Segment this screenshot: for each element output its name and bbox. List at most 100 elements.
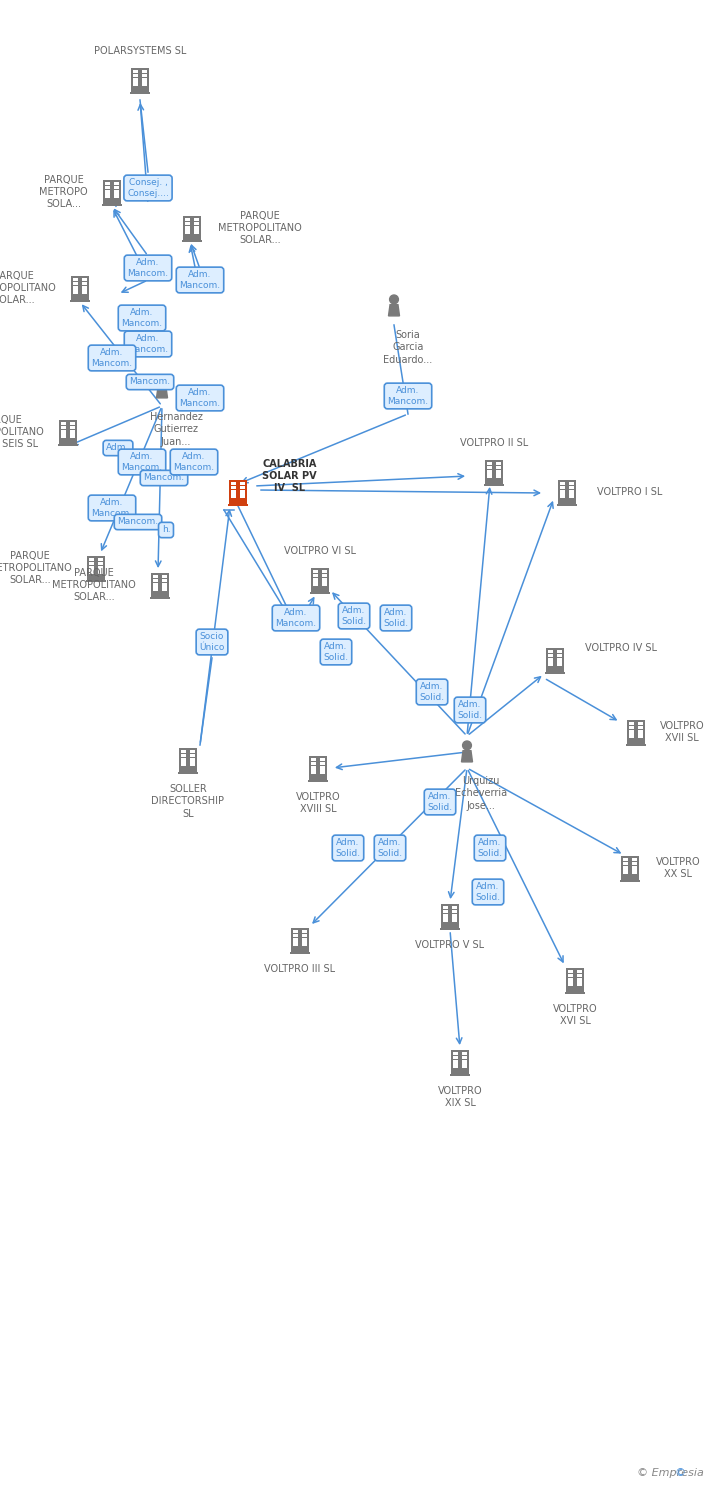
FancyBboxPatch shape	[313, 582, 318, 586]
FancyBboxPatch shape	[302, 938, 306, 942]
FancyBboxPatch shape	[181, 750, 186, 753]
FancyBboxPatch shape	[228, 504, 248, 506]
Text: Adm.
Solid.: Adm. Solid.	[341, 606, 367, 625]
FancyBboxPatch shape	[440, 927, 460, 930]
Text: Adm.
Solid.: Adm. Solid.	[478, 839, 502, 858]
FancyBboxPatch shape	[322, 570, 327, 573]
FancyBboxPatch shape	[569, 486, 574, 489]
FancyBboxPatch shape	[320, 762, 325, 765]
Text: Adm.
Solid.: Adm. Solid.	[419, 682, 445, 702]
FancyBboxPatch shape	[630, 735, 634, 738]
FancyBboxPatch shape	[569, 982, 573, 986]
FancyBboxPatch shape	[70, 430, 74, 433]
FancyBboxPatch shape	[186, 226, 190, 230]
FancyBboxPatch shape	[561, 482, 565, 484]
Text: VOLTPRO
XVII SL: VOLTPRO XVII SL	[660, 722, 705, 742]
FancyBboxPatch shape	[240, 495, 245, 498]
FancyBboxPatch shape	[558, 480, 576, 504]
FancyBboxPatch shape	[74, 278, 78, 280]
FancyBboxPatch shape	[454, 1056, 458, 1059]
Text: VOLTPRO I SL: VOLTPRO I SL	[597, 488, 662, 496]
FancyBboxPatch shape	[308, 780, 328, 782]
FancyBboxPatch shape	[106, 190, 110, 194]
FancyBboxPatch shape	[451, 1050, 469, 1074]
Text: Adm.
Solid.: Adm. Solid.	[384, 609, 408, 627]
FancyBboxPatch shape	[313, 570, 318, 573]
FancyBboxPatch shape	[454, 1065, 458, 1068]
FancyBboxPatch shape	[82, 278, 87, 280]
FancyBboxPatch shape	[190, 754, 194, 758]
Text: Adm.
Solid.: Adm. Solid.	[323, 642, 349, 662]
FancyBboxPatch shape	[114, 186, 119, 189]
FancyBboxPatch shape	[302, 942, 306, 946]
FancyBboxPatch shape	[178, 771, 198, 774]
FancyBboxPatch shape	[546, 648, 563, 672]
FancyBboxPatch shape	[630, 726, 634, 729]
FancyBboxPatch shape	[142, 82, 146, 86]
FancyBboxPatch shape	[548, 658, 553, 662]
FancyBboxPatch shape	[181, 758, 186, 762]
FancyBboxPatch shape	[623, 870, 628, 874]
FancyBboxPatch shape	[179, 747, 197, 772]
Text: CALABRIA
SOLAR PV
IV  SL: CALABRIA SOLAR PV IV SL	[262, 459, 317, 494]
FancyBboxPatch shape	[322, 582, 327, 586]
FancyBboxPatch shape	[82, 282, 87, 285]
FancyBboxPatch shape	[628, 720, 645, 744]
FancyBboxPatch shape	[232, 486, 236, 489]
FancyBboxPatch shape	[577, 982, 582, 986]
Circle shape	[462, 741, 472, 750]
FancyBboxPatch shape	[557, 650, 561, 652]
Text: SOLLER
DIRECTORSHIP
SL: SOLLER DIRECTORSHIP SL	[151, 784, 224, 819]
FancyBboxPatch shape	[548, 650, 553, 652]
FancyBboxPatch shape	[186, 217, 190, 220]
FancyBboxPatch shape	[569, 490, 574, 494]
FancyBboxPatch shape	[61, 435, 66, 438]
FancyBboxPatch shape	[557, 658, 561, 662]
FancyBboxPatch shape	[569, 974, 573, 978]
FancyBboxPatch shape	[623, 865, 628, 870]
FancyBboxPatch shape	[441, 903, 459, 928]
FancyBboxPatch shape	[103, 180, 121, 204]
FancyBboxPatch shape	[630, 722, 634, 724]
FancyBboxPatch shape	[162, 584, 167, 586]
FancyBboxPatch shape	[186, 231, 190, 234]
FancyBboxPatch shape	[545, 672, 565, 674]
FancyBboxPatch shape	[106, 186, 110, 189]
Text: Mancom.: Mancom.	[117, 518, 159, 526]
FancyBboxPatch shape	[443, 914, 448, 918]
FancyBboxPatch shape	[293, 934, 298, 938]
FancyBboxPatch shape	[577, 974, 582, 978]
FancyBboxPatch shape	[561, 490, 565, 494]
FancyBboxPatch shape	[59, 420, 76, 444]
Polygon shape	[389, 304, 400, 316]
FancyBboxPatch shape	[162, 579, 167, 582]
Circle shape	[389, 296, 398, 304]
FancyBboxPatch shape	[496, 462, 501, 465]
FancyBboxPatch shape	[632, 858, 636, 861]
FancyBboxPatch shape	[194, 231, 199, 234]
Polygon shape	[157, 387, 167, 398]
FancyBboxPatch shape	[90, 558, 94, 561]
Text: Mancom.: Mancom.	[143, 474, 185, 483]
Text: Adm.
Mancom.: Adm. Mancom.	[387, 387, 429, 405]
FancyBboxPatch shape	[569, 969, 573, 974]
FancyBboxPatch shape	[488, 470, 492, 474]
Text: Adm.
Mancom.: Adm. Mancom.	[173, 453, 215, 471]
Text: VOLTPRO II SL: VOLTPRO II SL	[460, 438, 528, 448]
FancyBboxPatch shape	[462, 1056, 467, 1059]
FancyBboxPatch shape	[70, 435, 74, 438]
FancyBboxPatch shape	[106, 182, 110, 184]
FancyBboxPatch shape	[620, 879, 640, 882]
FancyBboxPatch shape	[496, 466, 501, 470]
FancyBboxPatch shape	[548, 654, 553, 657]
Text: Adm.
Solid.: Adm. Solid.	[336, 839, 360, 858]
FancyBboxPatch shape	[557, 654, 561, 657]
Text: Adm.
Solid.: Adm. Solid.	[427, 792, 453, 812]
FancyBboxPatch shape	[142, 74, 146, 78]
FancyBboxPatch shape	[302, 934, 306, 938]
FancyBboxPatch shape	[131, 68, 149, 93]
FancyBboxPatch shape	[98, 566, 103, 570]
Text: © Empresia: © Empresia	[637, 1468, 704, 1478]
FancyBboxPatch shape	[452, 914, 456, 918]
FancyBboxPatch shape	[577, 969, 582, 974]
